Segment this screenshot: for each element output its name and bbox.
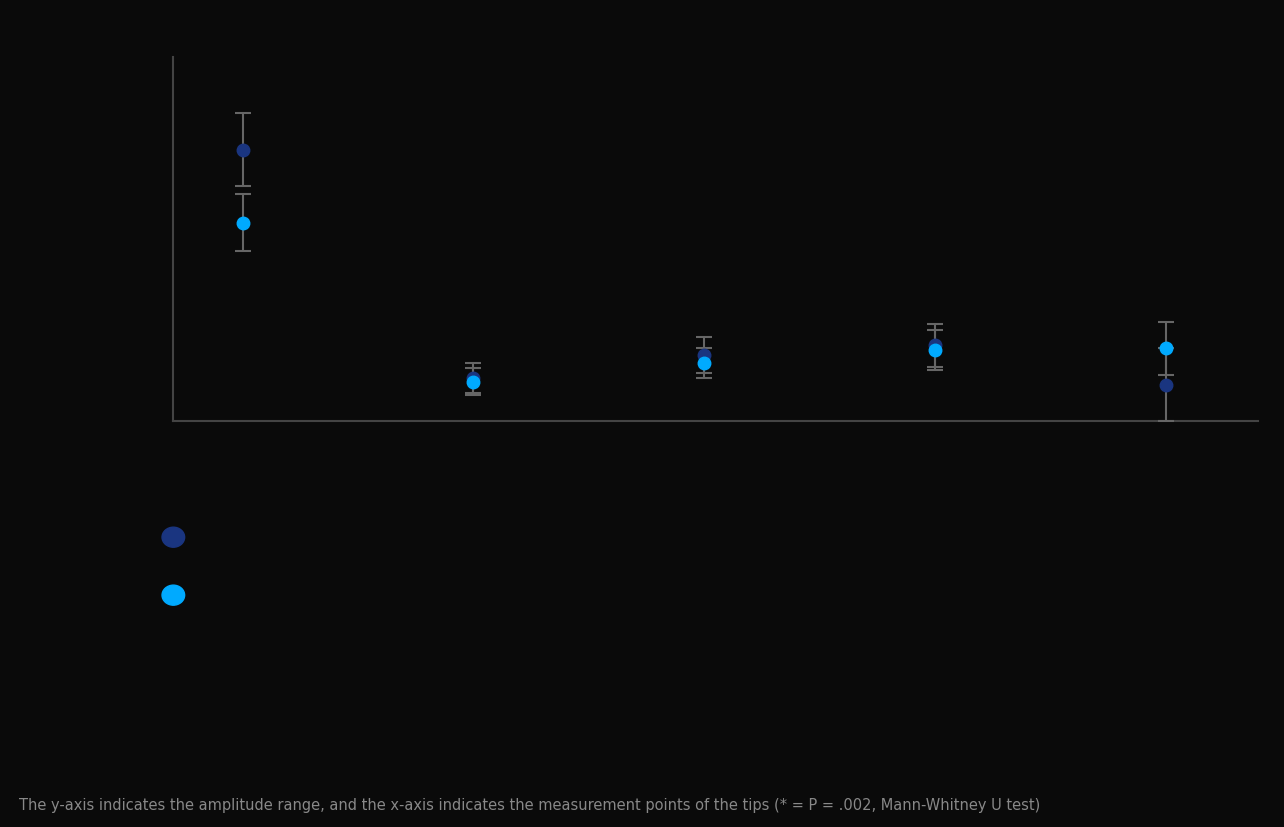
Text: The y-axis indicates the amplitude range, and the x-axis indicates the measureme: The y-axis indicates the amplitude range…: [19, 797, 1040, 812]
